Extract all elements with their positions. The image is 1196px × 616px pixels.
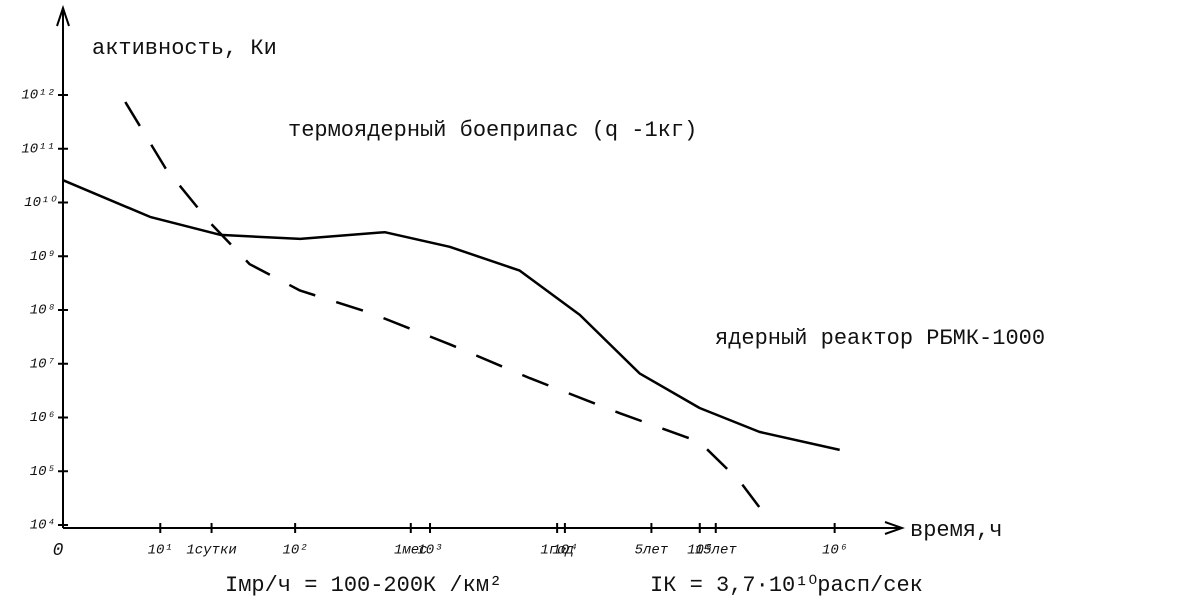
y-tick-label: 10⁸: [30, 303, 55, 319]
y-tick-label: 10⁷: [30, 356, 55, 372]
x-tick-label: 10⁶: [822, 543, 847, 559]
y-tick-label: 10¹⁰: [24, 195, 57, 211]
origin-label: 0: [53, 541, 64, 561]
y-tick-label: 10⁶: [30, 410, 55, 426]
y-tick-label: 10⁴: [30, 518, 55, 534]
series-line: [62, 179, 840, 452]
series-label: термоядерный боеприпас (q -1кг): [288, 118, 697, 143]
x-tick-label: 10⁵: [687, 543, 712, 559]
x-tick-label: 15лет: [695, 543, 738, 559]
x-tick-label: 1сутки: [186, 543, 236, 559]
x-tick-label: 10⁴: [552, 543, 577, 559]
y-tick-label: 10⁵: [30, 464, 55, 480]
y-tick-label: 10⁹: [30, 249, 55, 265]
x-tick-label: 5лет: [635, 543, 669, 559]
note: IК = 3,7·10¹⁰расп/сек: [650, 573, 923, 598]
y-tick-label: 10¹¹: [21, 141, 55, 157]
y-axis-title: активность, Ки: [92, 36, 277, 61]
y-arrow: [56, 4, 70, 27]
x-tick-label: 1мес: [394, 543, 428, 559]
y-tick-label: 10¹²: [21, 88, 55, 104]
x-axis-title: время,ч: [910, 518, 1002, 543]
x-tick-label: 1год: [540, 543, 574, 559]
x-tick-label: 10¹: [148, 543, 173, 559]
series-line: [124, 101, 771, 522]
series-label: ядерный реактор РБМК-1000: [715, 326, 1045, 351]
x-tick-label: 10³: [417, 543, 442, 559]
x-tick-label: 10²: [283, 543, 308, 559]
x-arrow: [884, 521, 906, 535]
note: Iмр/ч = 100-200К /км²: [225, 573, 502, 598]
